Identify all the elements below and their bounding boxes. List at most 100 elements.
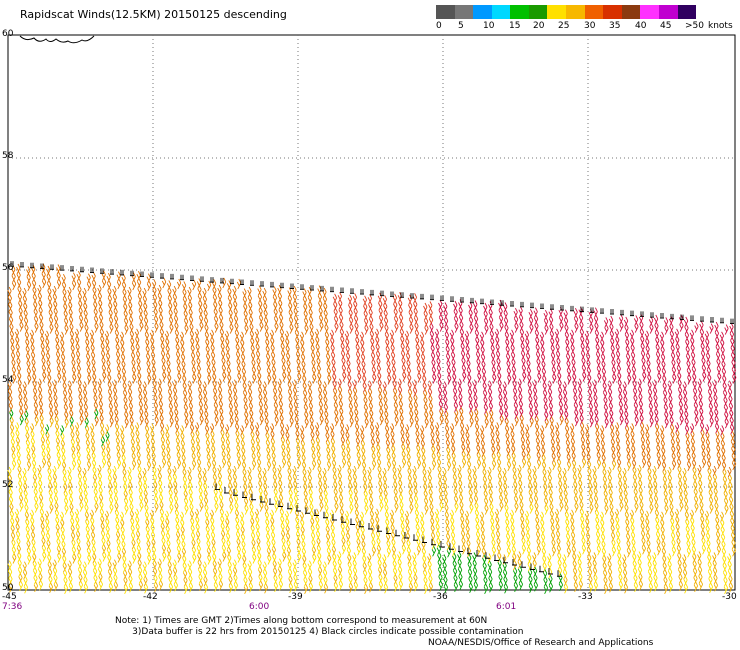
wind-barb xyxy=(198,299,203,311)
wind-barb xyxy=(235,350,241,362)
wind-barb xyxy=(189,330,195,341)
legend-swatch-1 xyxy=(454,5,474,19)
wind-barb xyxy=(270,281,274,288)
wind-barb xyxy=(443,316,449,328)
wind-barb xyxy=(570,343,575,355)
wind-barb xyxy=(278,313,284,325)
wind-barb xyxy=(123,309,128,321)
wind-barb xyxy=(83,302,88,313)
wind-barb xyxy=(7,294,13,305)
wind-barb xyxy=(303,317,309,328)
wind-barb xyxy=(529,323,534,334)
wind-barb xyxy=(514,322,519,333)
wind-barb xyxy=(251,493,256,501)
wind-barb xyxy=(535,343,540,354)
wind-barb xyxy=(600,345,605,357)
wind-barb xyxy=(247,294,253,305)
wind-barb xyxy=(135,350,141,361)
wind-barb xyxy=(228,308,233,320)
wind-barb xyxy=(400,342,405,353)
wind-barb xyxy=(415,336,420,347)
wind-barb xyxy=(144,323,149,335)
wind-barb xyxy=(33,307,38,319)
wind-barb xyxy=(17,285,22,296)
wind-barb xyxy=(234,329,240,340)
wind-barb xyxy=(353,307,358,318)
wind-barb xyxy=(153,300,158,312)
wind-barb xyxy=(212,286,217,297)
wind-barb xyxy=(114,321,119,333)
wind-barb xyxy=(25,352,31,364)
wind-barb xyxy=(345,337,350,349)
wind-barb xyxy=(363,317,369,328)
wind-barb xyxy=(112,293,118,304)
wind-barb xyxy=(495,335,500,347)
wind-barb xyxy=(535,336,540,347)
wind-barb xyxy=(10,351,16,363)
legend-label-3: 15 xyxy=(509,21,521,31)
wind-barb xyxy=(78,306,83,318)
wind-barb xyxy=(408,301,413,313)
wind-barb xyxy=(295,343,300,354)
wind-barb xyxy=(76,278,82,289)
wind-barb xyxy=(430,294,434,301)
wind-barb xyxy=(385,338,390,349)
wind-barb xyxy=(634,322,639,333)
wind-barb xyxy=(370,289,374,296)
wind-barb xyxy=(525,337,530,349)
wind-barb xyxy=(465,344,470,356)
wind-barb xyxy=(318,314,324,325)
wind-barb xyxy=(558,314,564,325)
wind-barb xyxy=(495,342,500,354)
wind-barb xyxy=(720,345,725,357)
wind-barb xyxy=(38,299,43,310)
wind-barb xyxy=(484,324,489,335)
legend-labels: knots 0 5 10 15 20 25 30 35 40 45 >50 xyxy=(436,19,733,33)
wind-barb xyxy=(685,338,690,349)
wind-barb xyxy=(347,294,353,306)
wind-barb xyxy=(550,344,555,355)
legend-label-6: 30 xyxy=(584,21,596,31)
wind-barb xyxy=(521,561,526,568)
wind-barb xyxy=(393,307,398,319)
legend-swatch-10 xyxy=(621,5,641,19)
wind-barb xyxy=(594,329,600,340)
wind-barb xyxy=(159,320,164,332)
wind-barb xyxy=(62,295,68,307)
wind-barb xyxy=(430,337,435,348)
wind-barb xyxy=(242,288,247,299)
wind-barb xyxy=(468,308,473,320)
wind-barb xyxy=(710,317,714,323)
wind-barb xyxy=(284,330,290,342)
wind-barb xyxy=(176,278,182,290)
wind-barb xyxy=(424,324,429,335)
wind-barb xyxy=(83,316,89,328)
wind-barb xyxy=(82,287,87,299)
wind-barb xyxy=(459,328,465,339)
wind-barb xyxy=(37,284,42,296)
wind-barb xyxy=(108,316,114,327)
wind-barb xyxy=(68,315,74,327)
wind-barb xyxy=(398,306,403,317)
wind-barb xyxy=(519,328,525,339)
wind-barb xyxy=(443,302,448,313)
wind-barb xyxy=(144,331,150,342)
wind-barb xyxy=(16,278,22,289)
wind-barb xyxy=(15,350,21,361)
wind-barb xyxy=(180,353,186,364)
wind-barb xyxy=(473,307,478,318)
wind-barb xyxy=(594,321,599,333)
lon-label: -42 xyxy=(143,592,158,602)
time-label: 7:36 xyxy=(2,602,22,612)
legend-label-8: 40 xyxy=(635,21,647,31)
wind-barb xyxy=(423,302,428,314)
wind-barb xyxy=(160,335,165,346)
wind-barb xyxy=(374,328,380,340)
wind-barb xyxy=(310,344,315,355)
wind-barb xyxy=(307,294,313,305)
wind-barb xyxy=(344,330,350,342)
wind-barb xyxy=(77,285,82,296)
wind-barb xyxy=(278,306,283,317)
wind-barb xyxy=(378,306,383,318)
legend-swatch-3 xyxy=(491,5,511,19)
